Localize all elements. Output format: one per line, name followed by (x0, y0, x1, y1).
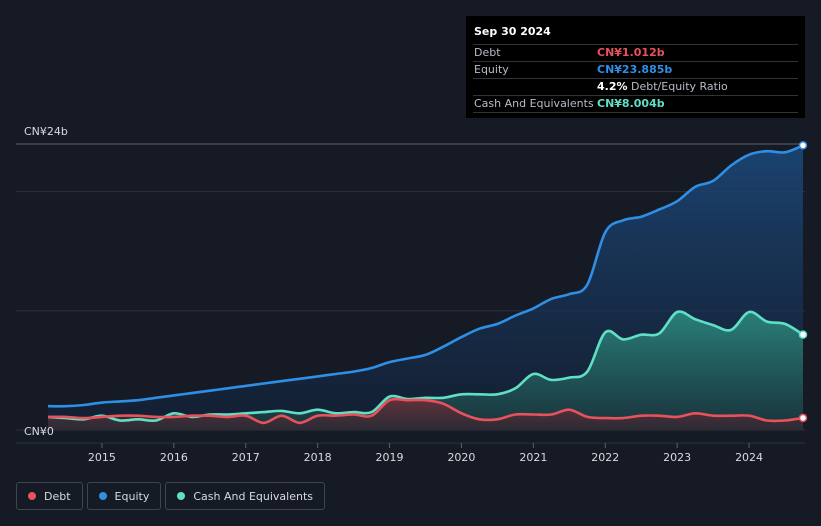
legend-label: Debt (44, 489, 71, 503)
legend-label: Equity (114, 489, 150, 503)
x-tick-label: 2019 (376, 451, 404, 464)
cash-dot-icon (177, 492, 186, 500)
tooltip-label: Equity (474, 63, 509, 76)
tooltip-ratio-value: 4.2% (597, 80, 628, 93)
x-tick-label: 2020 (447, 451, 475, 464)
tooltip-row-equity: Equity CN¥23.885b (473, 61, 798, 78)
x-tick-label: 2017 (232, 451, 260, 464)
debt-dot-icon (28, 492, 36, 500)
legend-item-debt[interactable]: Debt (16, 482, 83, 510)
axis-labels: CN¥24b CN¥0 2015 2016 2017 2018 2019 2020 2021… (24, 125, 763, 464)
x-tick-label: 2021 (519, 451, 547, 464)
tooltip-label: Cash And Equivalents (474, 97, 594, 110)
x-tick-label: 2015 (88, 451, 116, 464)
tooltip-row-cash: Cash And Equivalents CN¥8.004b (473, 95, 798, 113)
chart-legend: Debt Equity Cash And Equivalents (16, 482, 329, 510)
tooltip-equity-value: CN¥23.885b (597, 63, 673, 76)
series-end-points (798, 141, 808, 423)
y-axis-top-label: CN¥24b (24, 125, 68, 138)
tooltip-label: Debt (474, 46, 501, 59)
tooltip-cash-value: CN¥8.004b (597, 97, 665, 110)
x-tick-label: 2018 (304, 451, 332, 464)
x-tick-label: 2023 (663, 451, 691, 464)
series-lines (47, 144, 804, 425)
equity-end-point (798, 141, 808, 150)
debt-line (47, 397, 804, 425)
tooltip-debt-value: CN¥1.012b (597, 46, 665, 59)
tooltip-ratio-label: Debt/Equity Ratio (631, 80, 728, 93)
debt-end-point (798, 413, 808, 423)
cash-end-point (798, 330, 808, 339)
debt-area (48, 399, 803, 430)
tooltip-panel: Sep 30 2024 Debt CN¥1.012b Equity CN¥23.… (466, 16, 805, 118)
legend-item-cash[interactable]: Cash And Equivalents (165, 482, 325, 510)
series-areas (48, 145, 803, 430)
y-axis-zero-label: CN¥0 (24, 425, 54, 438)
x-tick-label: 2022 (591, 451, 619, 464)
legend-label: Cash And Equivalents (193, 489, 313, 503)
legend-item-equity[interactable]: Equity (86, 482, 162, 510)
equity-line (47, 144, 804, 408)
equity-dot-icon (98, 492, 107, 500)
tooltip-row-debt: Debt CN¥1.012b (473, 44, 798, 61)
x-tick-label: 2024 (735, 451, 763, 464)
cash-area (48, 311, 803, 430)
tooltip-date: Sep 30 2024 (474, 25, 551, 38)
tooltip-row-ratio: 4.2% Debt/Equity Ratio (473, 78, 798, 95)
cash-line (47, 310, 804, 423)
x-tick-label: 2016 (160, 451, 188, 464)
